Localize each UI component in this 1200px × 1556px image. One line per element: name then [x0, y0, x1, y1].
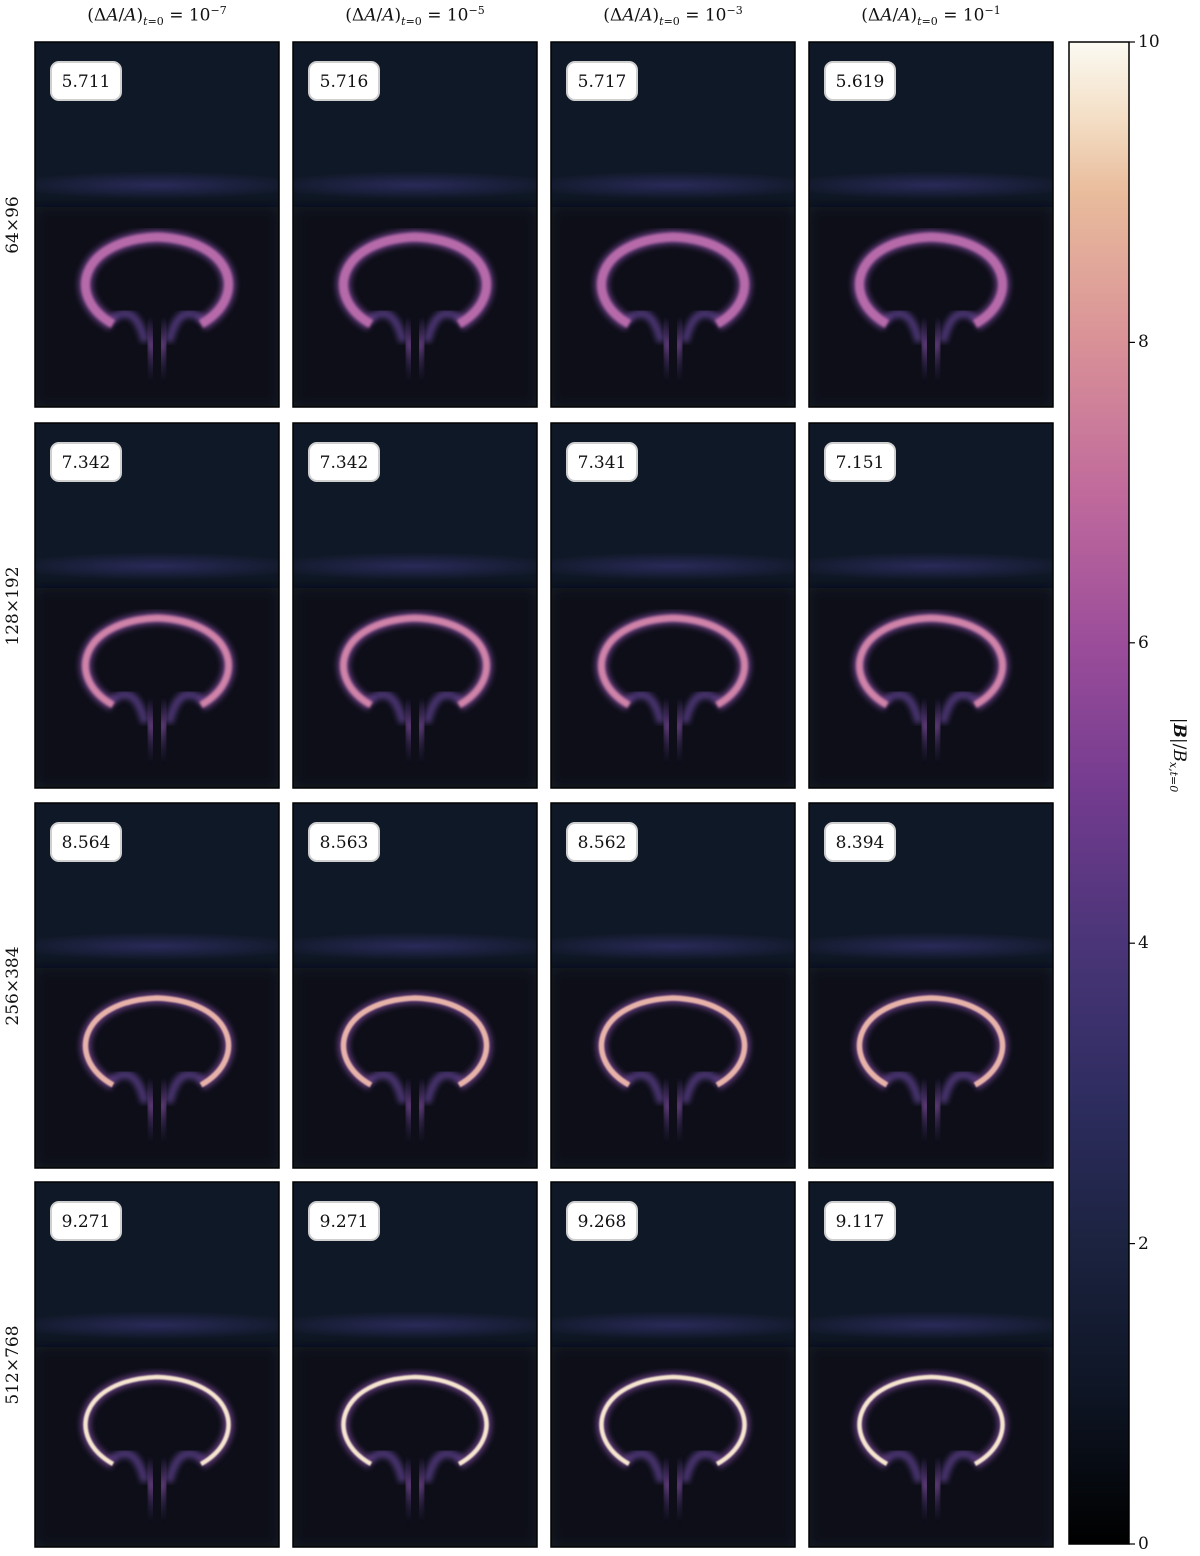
- heatmap-panel: 9.117: [808, 1181, 1054, 1548]
- field-arc: [856, 614, 1006, 709]
- heatmap-panel: 8.564: [34, 802, 280, 1169]
- field-arc: [598, 614, 748, 709]
- field-arc: [340, 995, 490, 1088]
- colorbar-label: |B|/Bx,t=0: [1166, 717, 1190, 793]
- panel-value: 5.717: [578, 72, 627, 92]
- column-title: (ΔA/A)t=0 = 10−7: [87, 4, 227, 29]
- panel-value: 8.394: [836, 833, 885, 853]
- panel-value: 8.564: [62, 833, 111, 853]
- value-box: [824, 61, 896, 101]
- value-box: [308, 61, 380, 101]
- panel-value: 8.563: [320, 833, 369, 853]
- field-arc: [83, 1374, 231, 1466]
- value-box: [566, 1201, 638, 1241]
- heatmap-panel: 8.563: [292, 802, 538, 1169]
- heatmap-panel: 7.342: [34, 422, 280, 789]
- panel-value: 9.271: [62, 1212, 111, 1232]
- field-arc: [599, 1374, 747, 1466]
- value-box: [824, 822, 896, 862]
- heatmap-panel: 5.717: [550, 41, 796, 408]
- heatmap-panel: 5.716: [292, 41, 538, 408]
- value-box: [50, 1201, 122, 1241]
- value-box: [824, 1201, 896, 1241]
- heatmap-panel: 7.342: [292, 422, 538, 789]
- value-box: [308, 822, 380, 862]
- field-arc: [341, 1374, 489, 1466]
- colorbar-tick-label: 0: [1138, 1534, 1149, 1554]
- value-box: [50, 442, 122, 482]
- field-arc: [340, 614, 490, 709]
- value-box: [50, 822, 122, 862]
- colorbar: [1068, 41, 1130, 1545]
- panel-value: 9.117: [836, 1212, 885, 1232]
- colorbar-tick-label: 10: [1138, 32, 1160, 52]
- heatmap-panel: 9.271: [34, 1181, 280, 1548]
- field-arc: [598, 995, 748, 1088]
- field-arc: [857, 1374, 1005, 1466]
- colorbar-tick-label: 8: [1138, 332, 1149, 353]
- value-box: [50, 61, 122, 101]
- heatmap-panel: 5.711: [34, 41, 280, 408]
- field-arc: [82, 995, 232, 1088]
- value-box: [308, 442, 380, 482]
- column-title: (ΔA/A)t=0 = 10−3: [603, 4, 743, 29]
- field-arc: [81, 232, 233, 328]
- heatmap-panel: 8.562: [550, 802, 796, 1169]
- panel-value: 9.268: [578, 1212, 627, 1232]
- heatmap-panel: 9.268: [550, 1181, 796, 1548]
- value-box: [566, 442, 638, 482]
- heatmap-panel: 7.341: [550, 422, 796, 789]
- field-arc: [597, 232, 749, 328]
- field-arc: [856, 995, 1006, 1088]
- field-arc: [82, 614, 232, 709]
- column-title: (ΔA/A)t=0 = 10−5: [345, 4, 485, 29]
- value-box: [308, 1201, 380, 1241]
- colorbar-tick-label: 2: [1138, 1233, 1149, 1254]
- panel-value: 7.151: [836, 453, 885, 473]
- value-box: [566, 61, 638, 101]
- column-title: (ΔA/A)t=0 = 10−1: [861, 4, 1001, 29]
- field-arc: [855, 232, 1007, 328]
- heatmap-panel: 9.271: [292, 1181, 538, 1548]
- field-arc: [339, 232, 491, 328]
- value-box: [824, 442, 896, 482]
- panel-value: 7.342: [320, 453, 369, 473]
- panel-value: 7.341: [578, 453, 627, 473]
- panel-value: 9.271: [320, 1212, 369, 1232]
- panel-value: 5.711: [62, 72, 111, 92]
- panel-value: 5.619: [836, 72, 885, 92]
- value-box: [566, 822, 638, 862]
- heatmap-panel: 5.619: [808, 41, 1054, 408]
- colorbar-tick-label: 6: [1138, 632, 1149, 653]
- heatmap-panel: 8.394: [808, 802, 1054, 1169]
- panel-value: 5.716: [320, 72, 369, 92]
- panel-value: 7.342: [62, 453, 111, 473]
- panel-value: 8.562: [578, 833, 627, 853]
- heatmap-panel: 7.151: [808, 422, 1054, 789]
- colorbar-tick-label: 4: [1138, 933, 1149, 954]
